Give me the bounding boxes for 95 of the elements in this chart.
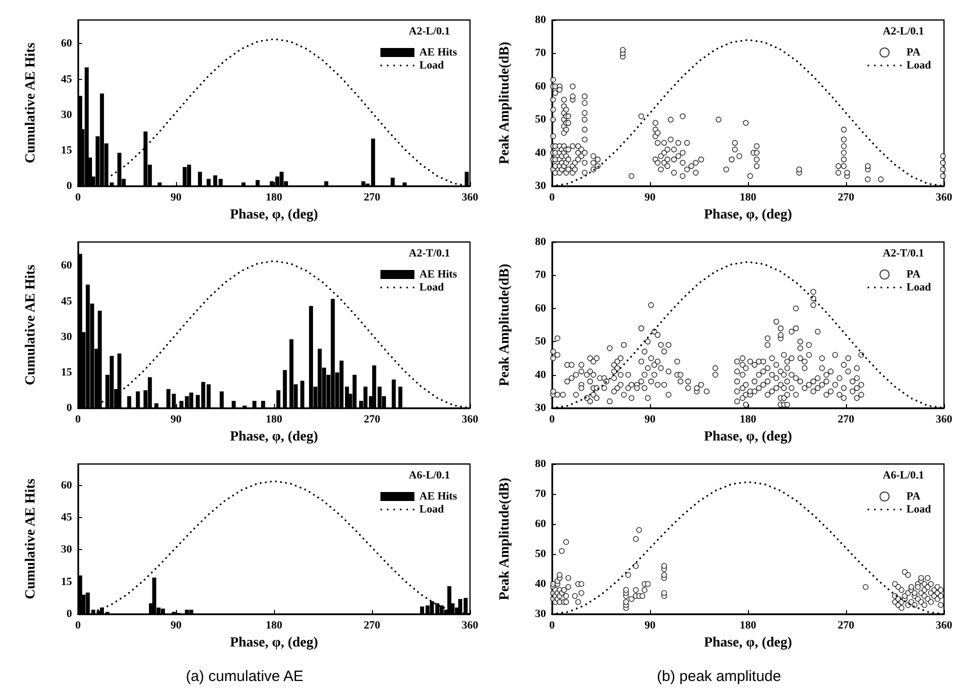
x-axis-title: Phase, φ, (deg) (230, 430, 318, 444)
y-tick-label: 60 (61, 479, 72, 492)
x-tick-label: 270 (838, 414, 855, 426)
legend-label: Load (906, 504, 932, 516)
y-axis-title: Cumulative AE Hits (24, 264, 38, 386)
y-tick-label: 30 (535, 402, 546, 414)
y-axis-title: Cumulative AE Hits (24, 42, 38, 164)
x-tick-label: 0 (75, 414, 82, 426)
x-tick-label: 180 (266, 192, 283, 204)
y-tick-label: 45 (61, 512, 72, 524)
y-tick-label: 50 (535, 336, 546, 348)
y-tick-label: 60 (61, 260, 72, 272)
y-tick-label: 50 (535, 548, 546, 560)
x-tick-label: 90 (644, 414, 656, 426)
x-tick-label: 180 (266, 414, 283, 426)
legend-title: A2-T/0.1 (408, 248, 450, 260)
y-tick-label: 70 (535, 269, 546, 282)
x-tick-label: 360 (936, 192, 953, 204)
y-tick-label: 30 (61, 330, 72, 343)
y-tick-label: 30 (535, 180, 546, 192)
x-tick-label: 0 (549, 192, 556, 204)
y-tick-label: 40 (535, 578, 546, 590)
x-tick-label: 180 (740, 192, 757, 204)
x-tick-label: 270 (838, 192, 855, 204)
y-tick-label: 60 (535, 302, 546, 314)
y-tick-label: 15 (61, 366, 72, 378)
x-tick-label: 270 (364, 620, 381, 632)
legend-title: A2-L/0.1 (882, 26, 924, 38)
x-tick-label: 270 (364, 192, 381, 204)
legend-label: Load (906, 282, 932, 294)
x-tick-label: 90 (644, 192, 656, 204)
x-tick-label: 0 (549, 414, 556, 426)
y-tick-label: 80 (535, 458, 546, 470)
x-tick-label: 360 (462, 414, 479, 426)
legend-label: PA (906, 268, 920, 280)
x-tick-label: 360 (936, 414, 953, 426)
x-tick-label: 90 (170, 414, 182, 426)
legend-label: PA (906, 46, 920, 58)
y-axis-title: Peak Amplitude(dB) (498, 263, 512, 386)
x-tick-label: 360 (462, 620, 479, 632)
y-tick-label: 30 (61, 108, 72, 121)
x-tick-label: 90 (170, 192, 182, 204)
y-tick-label: 0 (66, 180, 72, 192)
y-tick-label: 0 (66, 402, 72, 414)
y-tick-label: 60 (61, 38, 72, 50)
x-tick-label: 0 (75, 620, 82, 632)
x-tick-label: 0 (549, 620, 556, 632)
x-tick-label: 180 (740, 414, 757, 426)
legend-label: Load (906, 60, 932, 72)
y-axis-title: Peak Amplitude(dB) (498, 477, 512, 600)
y-tick-label: 15 (61, 576, 72, 588)
y-tick-label: 60 (535, 518, 546, 530)
x-tick-label: 360 (462, 192, 479, 204)
y-axis-title: Cumulative AE Hits (24, 478, 38, 600)
legend-label: PA (906, 490, 920, 502)
y-axis-title: Peak Amplitude(dB) (498, 41, 512, 164)
x-axis-title: Phase, φ, (deg) (230, 208, 318, 222)
x-tick-label: 180 (740, 620, 757, 632)
legend-label: AE Hits (419, 490, 458, 502)
x-tick-label: 270 (364, 414, 381, 426)
legend-label: AE Hits (419, 268, 458, 280)
x-tick-label: 0 (75, 192, 82, 204)
legend-title: A6-L/0.1 (408, 470, 450, 482)
y-tick-label: 70 (535, 488, 546, 500)
legend-label: Load (419, 504, 444, 516)
x-tick-label: 360 (936, 620, 953, 632)
x-axis-title: Phase, φ, (deg) (704, 430, 792, 444)
y-tick-label: 30 (535, 608, 546, 620)
text: (a) cumulative AE (186, 668, 304, 685)
y-tick-label: 80 (535, 14, 546, 26)
y-tick-label: 40 (535, 146, 546, 159)
legend-title: A6-L/0.1 (882, 470, 924, 482)
legend-title: A2-L/0.1 (408, 26, 450, 38)
x-tick-label: 90 (170, 620, 182, 632)
x-axis-title: Phase, φ, (deg) (230, 636, 318, 650)
legend-title: A2-T/0.1 (882, 248, 924, 260)
x-tick-label: 90 (644, 620, 656, 632)
x-axis-title: Phase, φ, (deg) (704, 636, 792, 650)
legend-label: Load (419, 60, 444, 72)
x-axis-title: Phase, φ, (deg) (704, 208, 792, 222)
text: (b) peak amplitude (656, 668, 782, 685)
y-tick-label: 80 (535, 236, 546, 248)
y-tick-label: 45 (61, 73, 72, 86)
x-tick-label: 270 (838, 620, 855, 632)
y-tick-label: 40 (535, 368, 546, 381)
x-tick-label: 180 (266, 620, 283, 632)
y-tick-label: 70 (535, 47, 546, 60)
y-tick-label: 60 (535, 80, 546, 92)
y-tick-label: 15 (61, 144, 72, 156)
y-tick-label: 45 (61, 295, 72, 308)
y-tick-label: 0 (66, 608, 72, 620)
y-tick-label: 50 (535, 114, 546, 126)
y-tick-label: 30 (61, 544, 72, 556)
legend-label: Load (419, 282, 444, 294)
legend-label: AE Hits (419, 46, 458, 58)
